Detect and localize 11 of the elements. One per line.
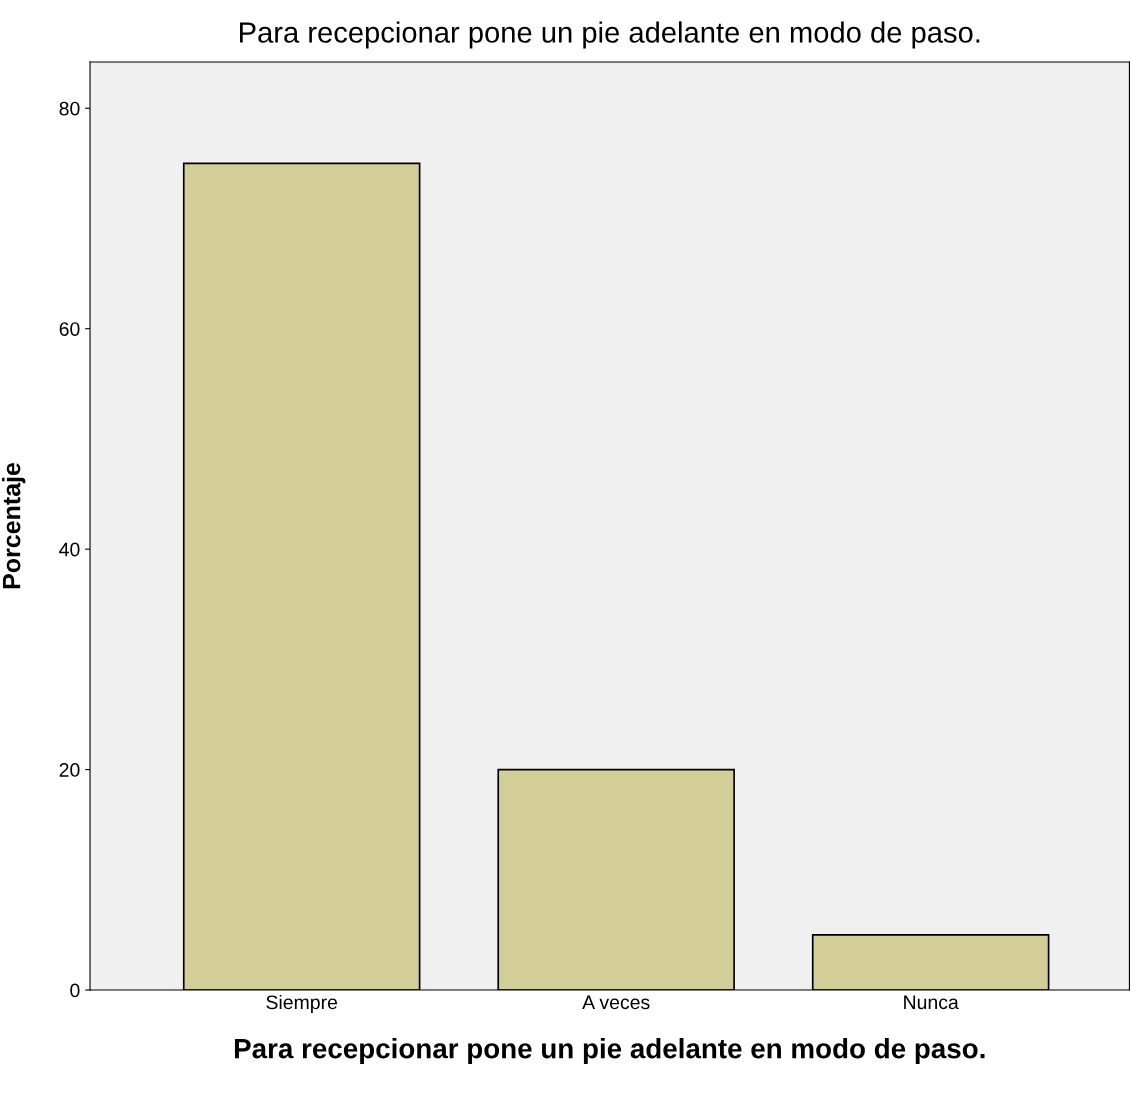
y-tick-label: 80 [59,101,80,116]
y-tick-label: 0 [70,983,80,998]
y-axis-title: Porcentaje [2,462,26,589]
chart-title: Para recepcionar pone un pie adelante en modo de paso. [240,21,980,49]
x-axis-title: Para recepcionar pone un pie adelante en modo de paso. [234,1038,985,1064]
y-tick-label: 20 [59,763,80,777]
x-tick-label: Siempre [266,994,338,1014]
y-tick-label: 40 [59,542,80,557]
x-tick-label: Nunca [904,995,959,1010]
y-tick-label: 60 [59,322,80,336]
x-tick-label: A veces [582,995,650,1010]
